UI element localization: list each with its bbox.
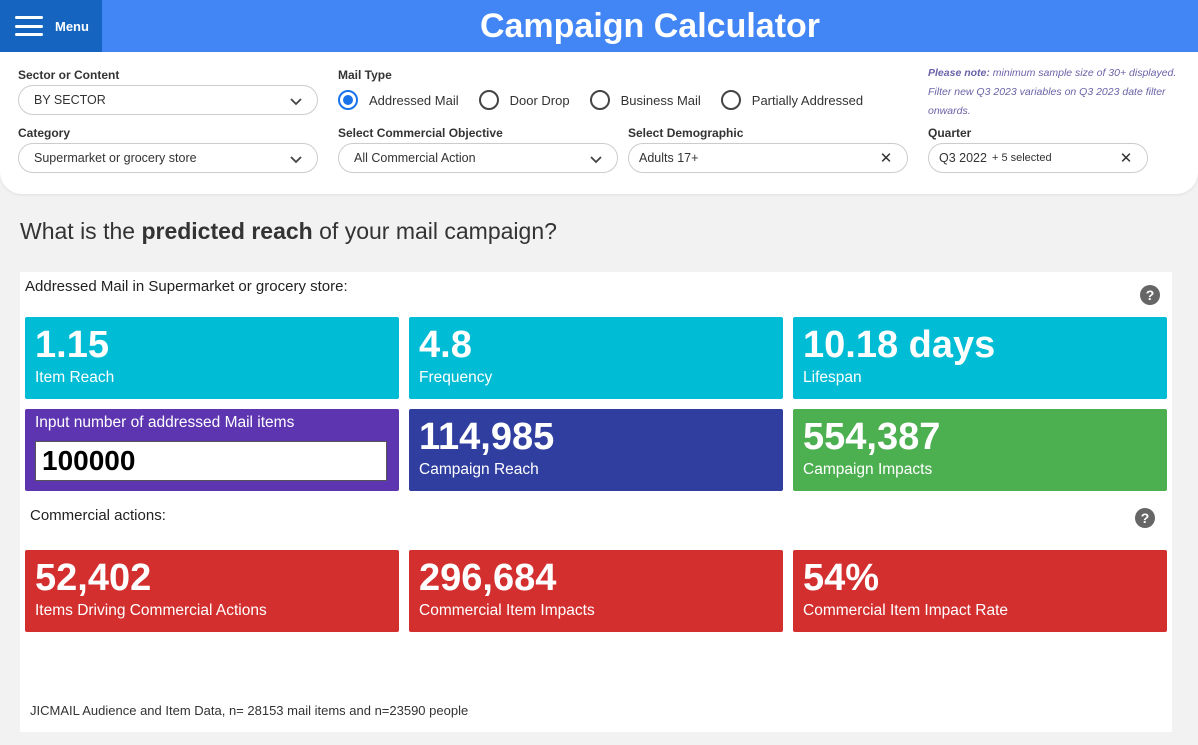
results-heading: Addressed Mail in Supermarket or grocery… (25, 278, 348, 295)
category-select[interactable]: Supermarket or grocery store (18, 143, 318, 173)
lifespan-card: 10.18 days Lifespan (793, 317, 1167, 399)
objective-select[interactable]: All Commercial Action (338, 143, 618, 173)
page-question: What is the predicted reach of your mail… (20, 218, 557, 245)
radio-unselected-icon (720, 90, 741, 110)
items-driving-value: 52,402 (35, 557, 152, 599)
item-impacts-label: Commercial Item Impacts (419, 602, 595, 619)
quarter-label: Quarter (928, 126, 972, 140)
frequency-label: Frequency (419, 369, 493, 386)
campaign-impacts-card: 554,387 Campaign Impacts (793, 409, 1167, 491)
radio-addressed-mail[interactable]: Addressed Mail (338, 90, 459, 110)
campaign-reach-value: 114,985 (419, 416, 555, 458)
menu-button[interactable]: Menu (0, 0, 102, 52)
impact-rate-card: 54% Commercial Item Impact Rate (793, 550, 1167, 632)
item-impacts-value: 296,684 (419, 557, 557, 599)
radio-partially-addressed[interactable]: Partially Addressed (720, 90, 864, 110)
sector-select[interactable]: BY SECTOR (18, 85, 318, 115)
impact-rate-label: Commercial Item Impact Rate (803, 602, 1008, 619)
item-reach-value: 1.15 (35, 324, 109, 366)
radio-label: Door Drop (509, 92, 570, 108)
quarter-value: Q3 2022 (939, 151, 987, 165)
menu-label: Menu (55, 18, 89, 34)
item-reach-card: 1.15 Item Reach (25, 317, 399, 399)
close-icon[interactable]: ✕ (879, 150, 893, 167)
mail-type-label: Mail Type (338, 68, 392, 82)
mail-items-input[interactable]: 100000 (35, 441, 387, 481)
close-icon[interactable]: ✕ (1119, 150, 1133, 167)
help-icon[interactable]: ? (1140, 285, 1160, 305)
lifespan-value: 10.18 days (803, 324, 996, 366)
demographic-value: Adults 17+ (639, 151, 699, 165)
campaign-reach-card: 114,985 Campaign Reach (409, 409, 783, 491)
commercial-heading: Commercial actions: (30, 507, 166, 524)
chevron-down-icon (290, 156, 302, 164)
sample-size-note: Please note: minimum sample size of 30+ … (928, 64, 1190, 121)
campaign-reach-label: Campaign Reach (419, 461, 539, 478)
hamburger-icon (15, 16, 43, 36)
lifespan-label: Lifespan (803, 369, 862, 386)
mail-type-radio-group: Addressed Mail Door Drop Business Mail P… (338, 90, 883, 110)
radio-business-mail[interactable]: Business Mail (589, 90, 701, 110)
items-driving-label: Items Driving Commercial Actions (35, 602, 267, 619)
campaign-impacts-label: Campaign Impacts (803, 461, 933, 478)
chevron-down-icon (290, 98, 302, 106)
app-title: Campaign Calculator (479, 7, 821, 45)
note-bold: Please note: (928, 67, 990, 79)
data-source-note: JICMAIL Audience and Item Data, n= 28153… (30, 703, 469, 718)
question-bold: predicted reach (141, 218, 313, 244)
quarter-extra-count: + 5 selected (991, 152, 1052, 164)
demographic-label: Select Demographic (628, 126, 744, 140)
radio-label: Addressed Mail (369, 92, 459, 108)
demographic-select[interactable]: Adults 17+ ✕ (628, 143, 908, 173)
impact-rate-value: 54% (803, 557, 880, 599)
filter-panel: Sector or Content BY SECTOR Mail Type Ad… (0, 52, 1198, 194)
chevron-down-icon (590, 156, 602, 164)
radio-selected-icon (338, 90, 358, 110)
radio-door-drop[interactable]: Door Drop (478, 90, 570, 110)
mail-items-input-label: Input number of addressed Mail items (35, 414, 295, 431)
radio-label: Business Mail (620, 92, 701, 108)
item-impacts-card: 296,684 Commercial Item Impacts (409, 550, 783, 632)
help-icon[interactable]: ? (1135, 508, 1155, 528)
sector-label: Sector or Content (18, 68, 120, 82)
items-driving-card: 52,402 Items Driving Commercial Actions (25, 550, 399, 632)
radio-unselected-icon (589, 90, 610, 110)
question-pre: What is the (20, 218, 142, 244)
radio-label: Partially Addressed (751, 92, 864, 108)
campaign-impacts-value: 554,387 (803, 416, 941, 458)
item-reach-label: Item Reach (35, 369, 115, 386)
results-panel: Addressed Mail in Supermarket or grocery… (20, 272, 1172, 732)
mail-items-input-card: Input number of addressed Mail items 100… (25, 409, 399, 491)
sector-value: BY SECTOR (34, 93, 106, 107)
frequency-value: 4.8 (419, 324, 472, 366)
radio-unselected-icon (478, 90, 499, 110)
category-value: Supermarket or grocery store (34, 151, 197, 165)
objective-label: Select Commercial Objective (338, 126, 503, 140)
objective-value: All Commercial Action (354, 151, 476, 165)
quarter-select[interactable]: Q3 2022 + 5 selected ✕ (928, 143, 1148, 173)
app-header: Menu Campaign Calculator (0, 0, 1198, 52)
note-text: minimum sample size of 30+ displayed. Fi… (928, 67, 1177, 117)
category-label: Category (18, 126, 71, 140)
question-post: of your mail campaign? (312, 218, 557, 244)
frequency-card: 4.8 Frequency (409, 317, 783, 399)
